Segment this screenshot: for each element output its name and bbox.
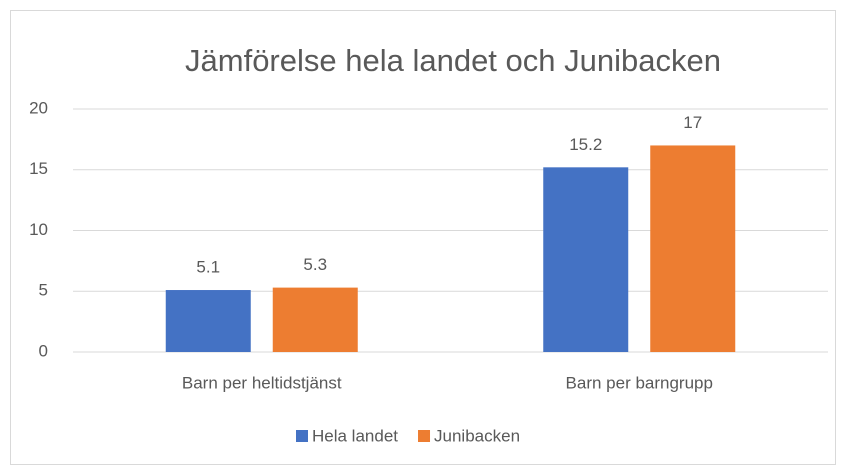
- legend-swatch: [296, 430, 308, 442]
- data-label: 5.3: [303, 255, 327, 274]
- x-tick-label: Barn per barngrupp: [566, 373, 713, 392]
- data-label: 17: [683, 113, 702, 132]
- bar: [650, 145, 736, 352]
- y-tick-label: 15: [29, 159, 48, 178]
- bar: [165, 290, 251, 352]
- data-label: 15.2: [569, 135, 602, 154]
- bar: [543, 167, 629, 352]
- y-tick-label: 20: [29, 98, 48, 117]
- chart-title: Jämförelse hela landet och Junibacken: [185, 43, 721, 78]
- x-tick-label: Barn per heltidstjänst: [182, 373, 342, 392]
- data-label: 5.1: [196, 258, 220, 277]
- bar: [272, 287, 358, 352]
- y-tick-label: 10: [29, 220, 48, 239]
- y-tick-label: 0: [39, 341, 48, 360]
- y-tick-label: 5: [39, 281, 48, 300]
- legend-label: Junibacken: [434, 426, 520, 445]
- legend-swatch: [418, 430, 431, 442]
- legend-label: Hela landet: [312, 426, 398, 445]
